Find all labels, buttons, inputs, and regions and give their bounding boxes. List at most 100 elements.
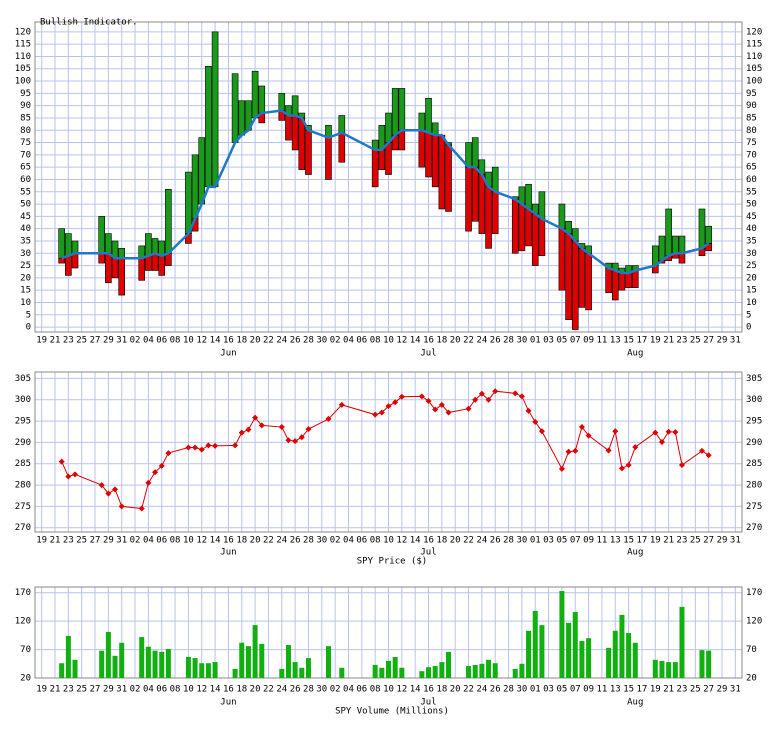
x-tick-label: 15 xyxy=(623,536,634,546)
up-bar xyxy=(258,85,266,114)
x-tick-label: 30 xyxy=(516,336,527,346)
up-bar xyxy=(191,154,199,220)
y-tick-label-right: 15 xyxy=(746,286,757,296)
down-bar xyxy=(491,191,499,234)
y-tick-label-right: 5 xyxy=(746,310,751,320)
x-tick-label: 12 xyxy=(196,536,207,546)
price-marker xyxy=(252,414,259,421)
x-tick-label: 19 xyxy=(650,685,661,695)
down-bar xyxy=(305,129,312,175)
month-label: Aug xyxy=(627,698,643,708)
y-tick-label: 115 xyxy=(15,40,31,50)
down-bar xyxy=(625,272,632,289)
x-tick-label: 02 xyxy=(130,536,141,546)
down-bar xyxy=(471,166,479,222)
volume-bar xyxy=(559,590,565,678)
month-label: Jul xyxy=(420,698,436,708)
x-tick-label: 05 xyxy=(556,336,567,346)
x-tick-label: 24 xyxy=(476,336,487,346)
up-bar xyxy=(238,100,246,136)
price-marker xyxy=(585,432,592,439)
trend-line xyxy=(61,109,710,275)
plot-frame xyxy=(34,371,743,533)
y-tick-label-right: 20 xyxy=(746,273,757,283)
volume-bar xyxy=(72,659,78,678)
x-tick-label: 10 xyxy=(383,536,394,546)
x-tick-label: 27 xyxy=(90,536,101,546)
plot-frame xyxy=(34,21,743,333)
x-tick-label: 04 xyxy=(343,336,354,346)
x-tick-label: 29 xyxy=(717,536,728,546)
x-tick-label: 19 xyxy=(36,336,47,346)
x-tick-label: 05 xyxy=(556,536,567,546)
up-bar xyxy=(538,191,546,220)
x-tick-label: 03 xyxy=(543,336,554,346)
volume-bar xyxy=(105,631,111,678)
x-tick-label: 31 xyxy=(730,536,741,546)
volume-bar xyxy=(379,667,385,678)
down-bar xyxy=(611,270,619,301)
y-tick-label-right: 45 xyxy=(746,212,757,222)
up-bar xyxy=(698,208,706,249)
price-marker xyxy=(532,418,539,425)
y-tick-label-right: 55 xyxy=(746,187,757,197)
up-bar xyxy=(145,233,152,257)
y-tick-label-right: 70 xyxy=(746,150,757,160)
price-marker xyxy=(392,399,399,406)
price-marker xyxy=(192,444,199,451)
x-tick-label: 30 xyxy=(316,685,327,695)
x-tick-label: 01 xyxy=(530,336,541,346)
price-marker xyxy=(478,390,485,397)
volume-bar xyxy=(606,647,612,678)
x-tick-label: 13 xyxy=(610,336,621,346)
up-bar xyxy=(98,216,105,254)
price-marker xyxy=(418,393,425,400)
up-bar xyxy=(471,137,479,168)
volume-bar xyxy=(159,651,165,678)
volume-bar xyxy=(232,668,238,678)
y-tick-label: 275 xyxy=(15,502,31,512)
volume-bar xyxy=(292,662,298,678)
y-tick-label: 10 xyxy=(20,298,31,308)
x-tick-label: 12 xyxy=(196,685,207,695)
volume-bar xyxy=(532,610,538,678)
y-tick-label-right: 275 xyxy=(746,502,762,512)
price-marker xyxy=(198,446,205,453)
up-bar xyxy=(185,171,192,234)
x-tick-label: 23 xyxy=(63,536,74,546)
x-tick-label: 17 xyxy=(637,336,648,346)
price-marker xyxy=(652,429,659,436)
up-bar xyxy=(231,73,239,143)
x-tick-label: 10 xyxy=(183,536,194,546)
x-tick-label: 18 xyxy=(236,685,247,695)
down-bar xyxy=(558,228,566,291)
x-tick-label: 22 xyxy=(263,336,274,346)
volume-bar xyxy=(372,664,378,678)
volume-bar xyxy=(526,630,532,678)
down-bar xyxy=(678,252,686,264)
x-tick-label: 27 xyxy=(90,685,101,695)
x-tick-label: 04 xyxy=(343,536,354,546)
x-tick-label: 08 xyxy=(170,685,181,695)
x-tick-label: 26 xyxy=(490,536,501,546)
down-bar xyxy=(631,270,639,289)
x-tick-label: 29 xyxy=(103,336,114,346)
price-marker xyxy=(112,486,119,493)
x-tick-label: 06 xyxy=(156,536,167,546)
x-tick-label: 25 xyxy=(76,685,87,695)
down-bar xyxy=(145,255,152,271)
x-tick-label: 29 xyxy=(103,685,114,695)
x-tick-label: 08 xyxy=(370,536,381,546)
y-tick-label-right: 0 xyxy=(746,323,751,333)
down-bar xyxy=(158,255,166,276)
x-tick-label: 30 xyxy=(516,685,527,695)
up-bar xyxy=(385,112,392,143)
x-tick-label: 13 xyxy=(610,685,621,695)
x-tick-label: 26 xyxy=(490,336,501,346)
up-bar xyxy=(105,233,112,254)
price-marker xyxy=(572,447,579,454)
month-label: Aug xyxy=(627,548,643,558)
volume-bar xyxy=(566,622,572,678)
up-bar xyxy=(491,166,499,193)
price-marker xyxy=(578,424,585,431)
